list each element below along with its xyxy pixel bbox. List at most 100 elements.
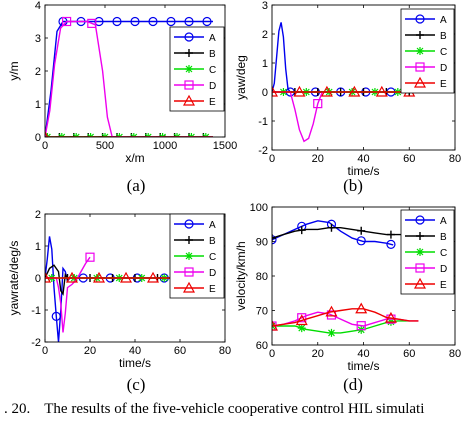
legend-marker-C [185,252,193,260]
legend-label-E: E [440,280,447,291]
series-group [45,236,187,342]
data-point-E [320,85,333,97]
data-point-A [356,236,366,246]
plot-frame [44,4,226,138]
series-line-B [272,226,410,239]
y-tick-label: 0 [35,132,41,144]
data-point-E [295,314,308,326]
plot-frame [271,206,456,346]
legend-marker-D [184,267,194,277]
data-point-A [166,16,176,27]
legend-label-D: D [440,264,447,275]
legend-label-D: D [209,81,216,92]
series-line-D [45,256,91,333]
y-tick-label: 1 [35,241,41,253]
x-tick-label: 40 [357,153,369,165]
x-axis-label: x/m [125,151,144,165]
legend-label-E: E [209,284,216,295]
legend-marker-E [182,94,196,106]
data-point-D [356,321,366,331]
data-point-B [327,223,336,232]
legend-marker-A [415,14,425,24]
y-tick-label: 1 [262,58,268,70]
data-point-A [184,16,194,27]
legend-marker-A [415,215,425,225]
legend-marker-B [416,31,424,39]
legend-marker-E [413,277,427,289]
x-tick-label: 60 [174,345,186,357]
legend-marker-D [415,62,425,72]
data-point-E [45,271,52,283]
series-line-D [45,20,213,137]
data-point-A [202,16,212,27]
data-point-E [325,305,338,317]
data-point-E [119,271,133,283]
data-point-C [327,328,336,337]
data-point-E [272,319,279,331]
data-point-A [130,16,140,27]
legend-label-A: A [440,15,447,26]
x-tick-label: 1500 [213,140,237,152]
y-tick-label: 0 [35,273,41,285]
x-axis-label: time/s [347,164,379,178]
legend-label-B: B [209,49,216,60]
legend-marker-E [413,76,427,88]
y-tick-label: 3 [35,33,41,45]
data-point-A [386,239,396,249]
data-point-D [313,98,323,109]
panel-label: (a) [127,176,146,195]
series-line-B [45,264,180,296]
y-tick-label: 70 [256,306,268,318]
data-point-E [92,271,106,283]
data-point-B [272,234,276,243]
legend-label-C: C [209,252,216,263]
y-tick-label: -2 [31,337,41,349]
legend-label-A: A [440,216,447,227]
y-tick-label: 1 [35,99,41,111]
data-point-E [384,311,397,323]
x-tick-label: 1000 [153,140,177,152]
plot-frame [44,213,226,343]
plot-frame [271,4,456,151]
y-tick-label: 100 [250,202,268,214]
x-tick-label: 40 [357,348,369,360]
panel-label: (d) [343,375,363,394]
data-point-E [45,130,49,137]
y-axis-label: yaw/deg [234,55,248,100]
chart-panel-3: 0 20 40 60 80 -2 -1 0 1 2 time/s yawrate/deg/s ABCDE… [7,209,231,394]
series-group [272,22,416,143]
y-tick-label: -2 [258,145,268,157]
data-point-A [148,16,158,27]
y-tick-label: 0 [262,87,268,99]
series-group [45,16,213,137]
series-line-E [272,308,419,327]
legend-label-C: C [209,65,216,76]
series-line-D [272,91,323,143]
panel-label: (b) [343,176,363,195]
legend-marker-D [415,263,425,273]
y-tick-label: 4 [35,0,41,12]
y-tick-label: 2 [35,209,41,221]
y-axis-label: velocity/km/h [234,241,248,310]
data-point-E [65,271,79,283]
data-point-D [61,16,72,27]
legend-label-E: E [440,79,447,90]
legend-marker-B [185,236,193,244]
x-tick-label: 60 [403,153,415,165]
legend-marker-E [182,281,196,293]
y-tick-label: 3 [262,0,268,12]
x-tick-label: 0 [269,153,275,165]
data-point-A [112,16,122,27]
data-point-E [355,302,368,314]
data-point-D [297,313,307,323]
legend-label-A: A [209,220,216,231]
data-point-E [348,85,361,97]
x-tick-label: 80 [449,348,461,360]
legend-marker-A [184,32,194,42]
